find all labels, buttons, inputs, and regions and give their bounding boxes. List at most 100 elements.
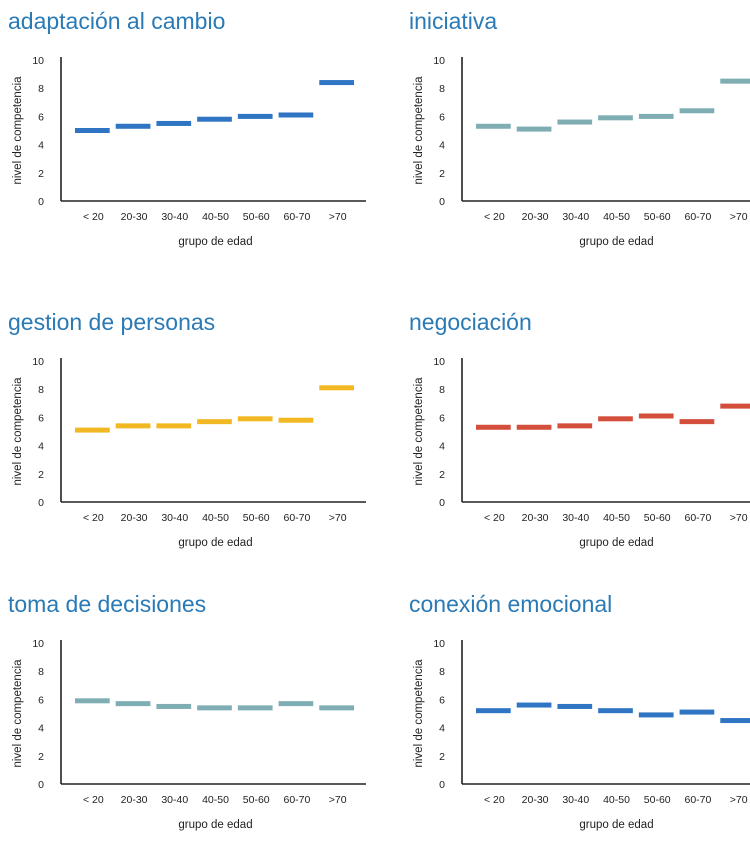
chart-panel-adaptacion: adaptación al cambio 0 2 4 6 8 10 < 20 20-30 30-… [8, 8, 378, 268]
data-mark [557, 423, 593, 429]
x-tick-label: 40-50 [202, 512, 229, 524]
data-mark [679, 108, 715, 114]
x-tick-label: 60-70 [283, 512, 310, 524]
x-tick-label: 20-30 [121, 512, 148, 524]
x-tick-label: 60-70 [684, 512, 711, 524]
x-axis-label: grupo de edad [579, 819, 653, 831]
x-tick-label: 50-60 [644, 211, 671, 223]
y-tick-label: 8 [439, 384, 445, 396]
y-tick-label: 10 [433, 638, 445, 650]
data-mark [278, 112, 314, 118]
y-tick-label: 0 [38, 196, 44, 208]
chart-title: negociación [409, 309, 532, 335]
x-tick-label: >70 [730, 794, 748, 806]
y-tick-label: 2 [439, 751, 445, 763]
x-axis-label: grupo de edad [579, 537, 653, 549]
data-mark [516, 424, 552, 430]
y-tick-label: 2 [38, 168, 44, 180]
x-tick-label: 60-70 [684, 794, 711, 806]
x-tick-label: 40-50 [603, 211, 630, 223]
y-tick-label: 2 [38, 751, 44, 763]
x-tick-label: < 20 [83, 794, 104, 806]
y-tick-label: 0 [439, 779, 445, 791]
chart-title: gestion de personas [8, 309, 216, 335]
x-tick-label: 20-30 [522, 512, 549, 524]
y-tick-label: 6 [38, 111, 44, 123]
x-tick-label: < 20 [83, 211, 104, 223]
x-tick-label: 30-40 [161, 211, 188, 223]
y-axis-label: nivel de competencia [413, 659, 425, 768]
y-tick-label: 0 [38, 779, 44, 791]
y-tick-label: 8 [439, 83, 445, 95]
x-tick-label: 50-60 [243, 512, 270, 524]
y-axis-label: nivel de competencia [413, 377, 425, 486]
y-tick-label: 0 [439, 497, 445, 509]
y-tick-label: 8 [38, 384, 44, 396]
y-tick-label: 2 [38, 469, 44, 481]
data-mark [319, 705, 354, 711]
chart-title: toma de decisiones [8, 591, 207, 617]
data-mark [237, 416, 273, 422]
data-mark [598, 416, 633, 422]
y-tick-label: 4 [439, 140, 445, 152]
x-tick-label: >70 [329, 794, 347, 806]
chart-panel-gestion: gestion de personas 0 2 4 6 8 10 < 20 20-30 30-4… [8, 309, 378, 569]
x-tick-label: 50-60 [243, 211, 270, 223]
y-tick-label: 4 [439, 723, 445, 735]
x-tick-label: 50-60 [644, 512, 671, 524]
data-mark [237, 113, 273, 119]
data-mark [679, 419, 715, 425]
x-axis-label: grupo de edad [178, 236, 252, 248]
y-tick-label: 4 [38, 441, 44, 453]
y-tick-label: 4 [38, 140, 44, 152]
data-mark [197, 705, 232, 711]
chart-plot: 0 2 4 6 8 10 < 20 20-30 30-40 40-50 50-60 60-70 >70 g… [413, 356, 750, 549]
chart-panel-iniciativa: iniciativa 0 2 4 6 8 10 < 20 20-30 30-40 40-50 50-… [409, 8, 750, 268]
data-mark [115, 701, 151, 707]
chart-title: iniciativa [409, 8, 498, 34]
data-mark [720, 718, 750, 724]
x-tick-label: 20-30 [121, 211, 148, 223]
x-tick-label: >70 [329, 211, 347, 223]
x-tick-label: < 20 [484, 211, 505, 223]
data-mark [720, 78, 750, 84]
data-mark [75, 128, 110, 133]
x-tick-label: < 20 [484, 794, 505, 806]
y-tick-label: 6 [38, 694, 44, 706]
x-axis-label: grupo de edad [178, 537, 252, 549]
y-tick-label: 10 [32, 638, 44, 650]
data-mark [679, 709, 715, 715]
chart-panel-negociacion: negociación 0 2 4 6 8 10 < 20 20-30 30-40 40-50 50… [409, 309, 750, 569]
data-mark [156, 423, 192, 429]
data-mark [516, 702, 552, 708]
x-tick-label: 30-40 [161, 794, 188, 806]
chart-plot: 0 2 4 6 8 10 < 20 20-30 30-40 40-50 50-60 60-70 >70 g… [413, 55, 750, 248]
y-tick-label: 2 [439, 469, 445, 481]
x-tick-label: 30-40 [562, 512, 589, 524]
data-mark [197, 116, 232, 122]
y-tick-label: 8 [439, 666, 445, 678]
x-tick-label: 20-30 [522, 794, 549, 806]
x-tick-label: 60-70 [283, 211, 310, 223]
y-tick-label: 6 [439, 111, 445, 123]
data-mark [476, 708, 511, 714]
data-mark [720, 403, 750, 409]
data-mark [598, 115, 633, 121]
y-tick-label: 4 [439, 441, 445, 453]
chart-plot: 0 2 4 6 8 10 < 20 20-30 30-40 40-50 50-60 60-70 >70 g… [12, 356, 366, 549]
chart-panel-conexion: conexión emocional 0 2 4 6 8 10 < 20 20-30 30-40… [409, 591, 750, 851]
y-tick-label: 10 [32, 356, 44, 368]
data-mark [476, 123, 511, 129]
y-axis-label: nivel de competencia [413, 76, 425, 185]
y-tick-label: 4 [38, 723, 44, 735]
y-tick-label: 10 [433, 55, 445, 67]
x-tick-label: 40-50 [603, 794, 630, 806]
data-mark [278, 701, 314, 707]
data-mark [638, 712, 674, 718]
x-tick-label: 60-70 [283, 794, 310, 806]
data-mark [237, 705, 273, 711]
x-tick-label: < 20 [83, 512, 104, 524]
data-mark [557, 119, 593, 125]
x-tick-label: 50-60 [644, 794, 671, 806]
x-tick-label: 40-50 [202, 794, 229, 806]
